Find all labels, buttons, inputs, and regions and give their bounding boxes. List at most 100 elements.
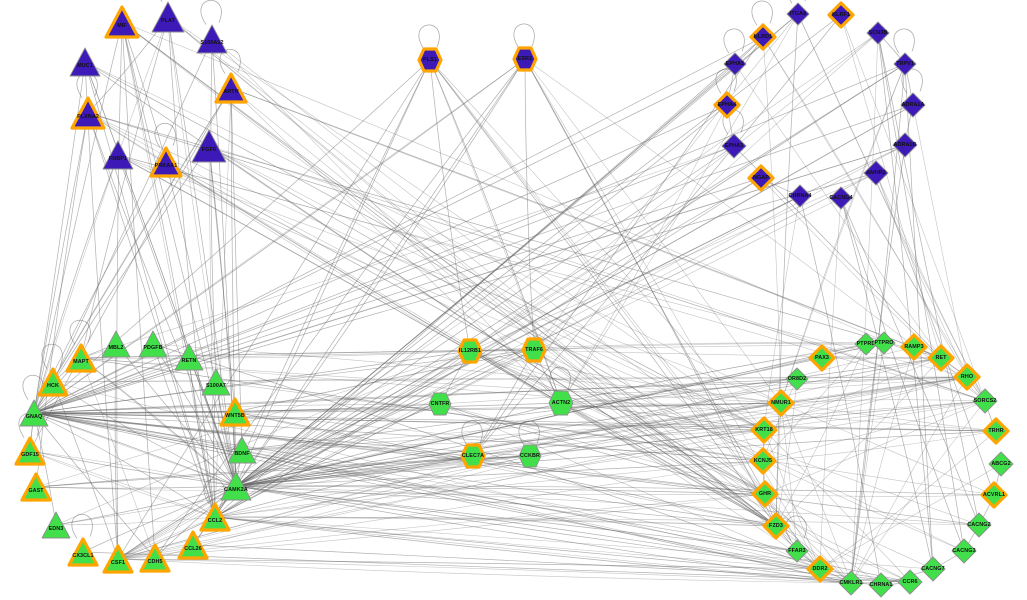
graph-node-wnt5b[interactable]: WNT5B — [219, 397, 251, 427]
graph-node-pls1[interactable]: PLS1 — [417, 47, 443, 73]
graph-node-cntfr[interactable]: CNTFR — [428, 392, 452, 416]
graph-node-scn3b[interactable]: SCN3B — [866, 21, 890, 45]
graph-node-ddr2[interactable]: DDR2 — [806, 555, 834, 583]
graph-node-gdf15[interactable]: GDF15 — [14, 436, 46, 466]
graph-node-plxna2[interactable]: PLXNA2 — [70, 96, 106, 130]
graph-node-mif[interactable]: MIF — [104, 5, 140, 39]
graph-node-gnaq[interactable]: GNAQ — [19, 398, 49, 428]
graph-node-krt18[interactable]: KRT18 — [750, 416, 778, 444]
graph-edge — [850, 346, 915, 584]
graph-edge — [29, 450, 237, 487]
graph-node-gast[interactable]: GAST — [20, 472, 52, 502]
graph-edge — [114, 343, 119, 560]
graph-edge — [33, 402, 782, 414]
graph-edge — [235, 485, 798, 552]
graph-node-klrd1[interactable]: KLRD1 — [749, 23, 777, 51]
graph-node-ccl2[interactable]: CCL2 — [199, 502, 231, 532]
graph-edge — [234, 411, 777, 527]
graph-node-ramp3[interactable]: RAMP3 — [900, 333, 928, 361]
graph-node-epha3[interactable]: EPHA3 — [721, 133, 747, 159]
graph-node-ngap[interactable]: NGAP — [747, 164, 775, 192]
graph-node-mapt[interactable]: MAPT — [65, 343, 97, 373]
graph-node-cacng3[interactable]: CACNG3 — [951, 538, 977, 564]
graph-node-hck[interactable]: HCK — [37, 367, 69, 397]
graph-node-fnbp1[interactable]: FNBP1 — [102, 139, 134, 171]
graph-edge — [211, 38, 562, 404]
graph-node-s100a7[interactable]: S100A7 — [201, 367, 231, 397]
graph-edge — [533, 349, 777, 527]
graph-edge — [780, 402, 852, 584]
graph-node-ptpro[interactable]: PTPRO — [872, 331, 896, 355]
graph-edge — [213, 381, 217, 518]
graph-node-sorcs2[interactable]: SORCS2 — [972, 388, 998, 414]
graph-node-epha5[interactable]: EPHA5 — [723, 52, 747, 76]
graph-node-artn[interactable]: ARTN — [214, 72, 248, 104]
graph-node-cmklr1[interactable]: CMKLR1 — [838, 570, 864, 596]
graph-node-adra1b[interactable]: ADRA1B — [892, 132, 918, 158]
graph-edge — [117, 154, 765, 431]
graph-node-plat[interactable]: PLAT — [151, 0, 185, 34]
graph-node-ccr6[interactable]: CCR6 — [897, 569, 923, 595]
graph-node-pax3[interactable]: PAX3 — [808, 344, 836, 372]
graph-node-traf6[interactable]: TRAF6 — [521, 337, 547, 363]
graph-node-ret[interactable]: RET — [927, 344, 955, 372]
graph-edge — [82, 485, 237, 553]
graph-edge — [214, 516, 934, 570]
graph-node-klrf1[interactable]: KLRF1 — [827, 1, 855, 29]
graph-edge — [117, 59, 431, 560]
graph-edge — [29, 450, 216, 518]
graph-node-nmur1[interactable]: NMUR1 — [767, 389, 795, 417]
graph-edge — [840, 14, 986, 402]
graph-node-mbl2[interactable]: MBL2 — [101, 329, 131, 359]
graph-edge — [797, 13, 968, 378]
graph-node-epha4[interactable]: EPHA4 — [713, 91, 741, 119]
graph-node-fgf6[interactable]: FGF6 — [191, 128, 227, 164]
graph-node-or8d2[interactable]: OR8D2 — [785, 367, 809, 391]
graph-edge — [850, 144, 906, 584]
graph-node-kcnj5[interactable]: KCNJ5 — [749, 447, 777, 475]
graph-node-retn[interactable]: RETN — [174, 342, 204, 372]
graph-node-cckbr[interactable]: CCKBR — [518, 444, 542, 468]
graph-node-esr2[interactable]: ESR2 — [512, 46, 538, 72]
graph-node-edn3[interactable]: EDN3 — [41, 510, 71, 540]
graph-node-trhr[interactable]: TRHR — [982, 417, 1010, 445]
graph-node-camk2a[interactable]: CAMK2A — [220, 470, 252, 502]
graph-node-s100a12[interactable]: S100A12 — [196, 23, 228, 55]
graph-node-pdgfb[interactable]: PDGFB — [138, 329, 168, 359]
graph-edge — [154, 357, 942, 559]
graph-node-abcg2[interactable]: ABCG2 — [988, 451, 1014, 477]
graph-node-cacng2[interactable]: CACNG2 — [966, 512, 992, 538]
graph-node-acvrl1[interactable]: ACVRL1 — [980, 481, 1008, 509]
graph-edge — [235, 177, 762, 487]
graph-node-amhr2[interactable]: AMHR2 — [863, 160, 889, 186]
graph-node-chrna1[interactable]: CHRNA1 — [868, 572, 894, 598]
graph-node-clec7a[interactable]: CLEC7A — [460, 443, 486, 469]
graph-edge — [234, 411, 764, 462]
graph-node-actn2[interactable]: ACTN2 — [548, 390, 574, 416]
graph-edge — [235, 485, 980, 526]
graph-node-ffar3[interactable]: FFAR3 — [785, 539, 809, 563]
graph-node-bdnf[interactable]: BDNF — [227, 435, 257, 465]
graph-edge — [763, 357, 942, 431]
graph-edge — [780, 402, 798, 552]
graph-edge — [165, 161, 766, 495]
graph-node-cx3cl1[interactable]: CX3CL1 — [67, 537, 99, 567]
graph-edge — [241, 429, 765, 451]
graph-node-prkaa1[interactable]: PRKAA1 — [149, 146, 183, 178]
graph-node-itga8[interactable]: ITGA8 — [786, 2, 810, 26]
graph-node-trpv1[interactable]: TRPV1 — [893, 52, 917, 76]
graph-node-cacng7[interactable]: CACNG7 — [920, 556, 946, 582]
graph-node-chrna4[interactable]: CHRNA4 — [788, 184, 812, 208]
graph-node-fzd3[interactable]: FZD3 — [762, 512, 790, 540]
graph-node-rho[interactable]: RHO — [953, 363, 981, 391]
graph-node-il12rb1[interactable]: IL12RB1 — [457, 338, 483, 364]
graph-node-adra1a[interactable]: ADRA1A — [900, 92, 926, 118]
graph-node-ccl26[interactable]: CCL26 — [177, 530, 209, 560]
graph-edge — [429, 59, 765, 431]
graph-node-cdh5[interactable]: CDH5 — [139, 543, 171, 573]
graph-node-muc1[interactable]: MUC1 — [69, 46, 101, 78]
graph-node-csf1[interactable]: CSF1 — [102, 544, 134, 574]
graph-node-ghr[interactable]: GHR — [751, 480, 779, 508]
graph-node-cacng4[interactable]: CACNG4 — [829, 186, 853, 210]
